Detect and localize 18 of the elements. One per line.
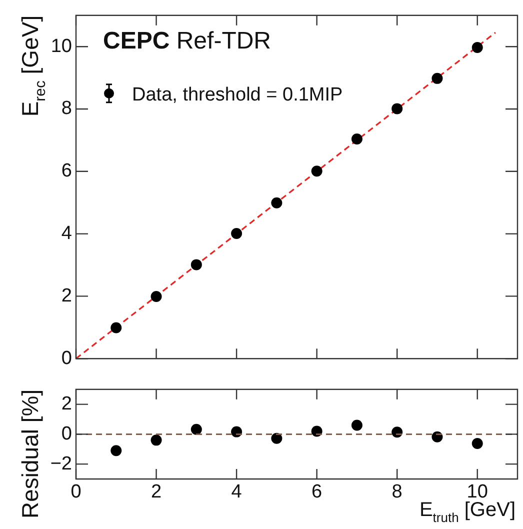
y-tick-label: 0 bbox=[61, 348, 72, 369]
y-tick-label: 2 bbox=[61, 394, 72, 415]
y-tick-label: 4 bbox=[61, 223, 72, 244]
x-tick-label: 6 bbox=[312, 482, 322, 503]
x-tick-label: 2 bbox=[150, 482, 162, 503]
y-tick-label: 0 bbox=[61, 423, 72, 444]
y-axis-title: Residual [%] bbox=[17, 389, 43, 519]
y-axis-title: Erec [GeV] bbox=[17, 15, 49, 117]
x-tick-label: 8 bbox=[392, 482, 402, 503]
x-tick-label: 4 bbox=[231, 482, 242, 503]
y-tick-label: 2 bbox=[61, 285, 72, 306]
legend-label: Data, threshold = 0.1MIP bbox=[132, 84, 343, 106]
y-tick-label: 10 bbox=[50, 36, 72, 57]
y-tick-label: 6 bbox=[61, 160, 72, 182]
y-tick-label: −2 bbox=[50, 453, 72, 474]
y-tick-label: 8 bbox=[61, 98, 72, 120]
x-tick-label: 10 bbox=[466, 482, 488, 503]
text: CEPC Ref-TDR bbox=[103, 27, 272, 54]
